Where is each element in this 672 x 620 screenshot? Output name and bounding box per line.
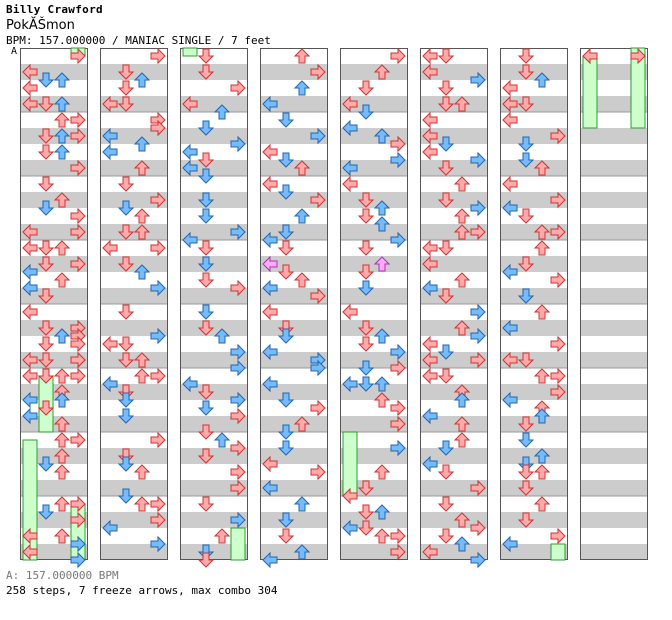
song-artist: Billy Crawford xyxy=(6,3,103,16)
freeze-arrow xyxy=(630,47,646,129)
freeze-arrow xyxy=(182,47,198,57)
freeze-arrow xyxy=(550,543,566,561)
bpm-summary: A: 157.000000 BPM xyxy=(6,569,119,582)
song-title: PokĂŠmon xyxy=(6,18,75,33)
freeze-arrow xyxy=(230,527,246,561)
chart-info: BPM: 157.000000 / MANIAC SINGLE / 7 feet xyxy=(6,34,271,47)
bpm-marker-label: A xyxy=(11,46,18,57)
freeze-arrow xyxy=(342,431,358,497)
step-stats: 258 steps, 7 freeze arrows, max combo 30… xyxy=(6,584,278,597)
freeze-arrow xyxy=(22,439,38,561)
chart-column-4 xyxy=(260,48,328,560)
freeze-arrow xyxy=(582,55,598,129)
chart-column-8 xyxy=(580,48,648,560)
